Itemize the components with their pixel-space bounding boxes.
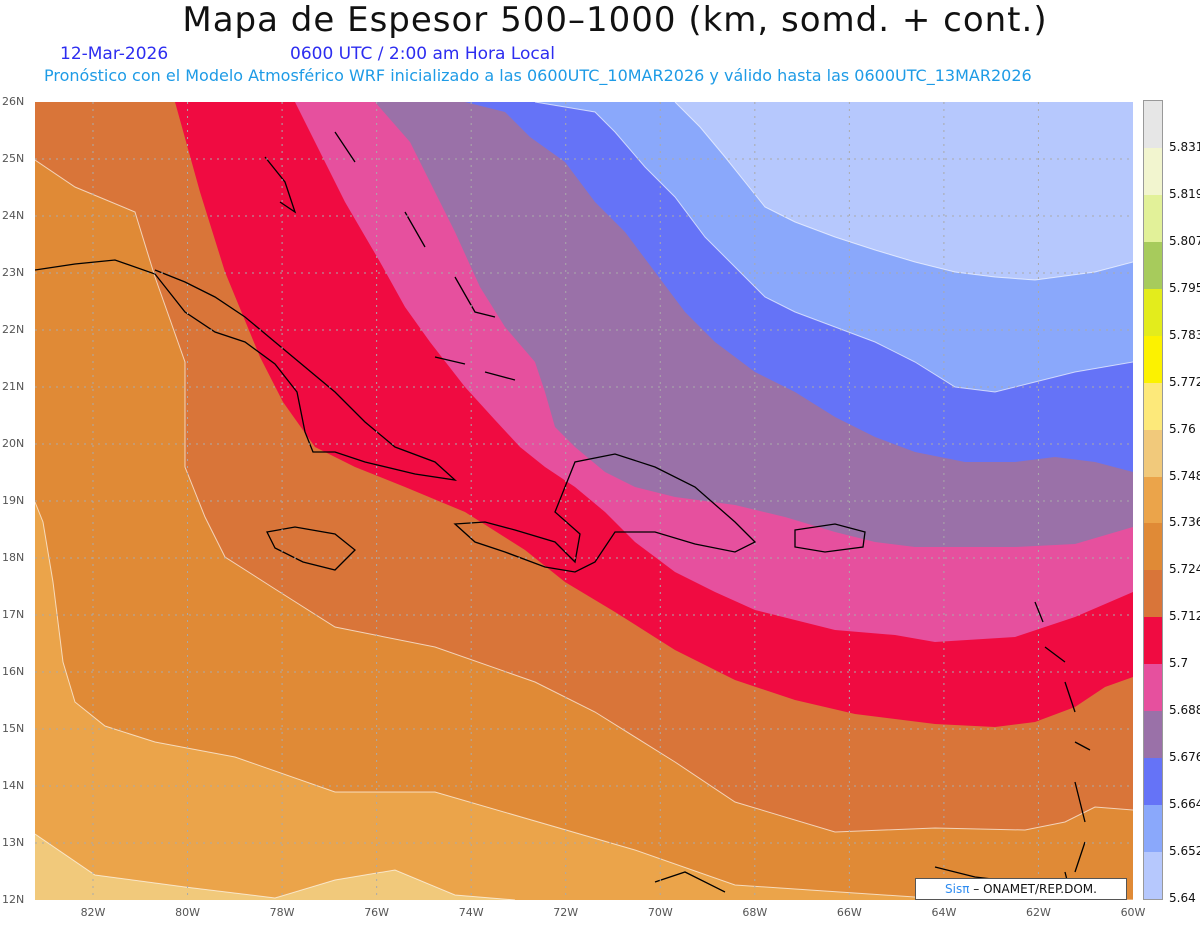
colorbar-label: 5.831 [1169, 139, 1200, 154]
forecast-subtitle: Pronóstico con el Modelo Atmosférico WRF… [44, 66, 1032, 85]
lon-label: 64W [931, 906, 957, 919]
lon-label: 70W [647, 906, 673, 919]
contour-9 [674, 102, 1133, 281]
lat-label: 26N [2, 95, 25, 108]
lat-label: 17N [2, 608, 25, 621]
lon-label: 76W [364, 906, 390, 919]
coastlines [35, 131, 1096, 893]
bahamas-islands [264, 131, 516, 381]
lon-label: 78W [269, 906, 295, 919]
contour-lines [35, 102, 1133, 900]
lat-label: 14N [2, 779, 25, 792]
colorbar-segment [1144, 382, 1162, 430]
colorbar-label: 5.736 [1169, 515, 1200, 530]
grid-lines [35, 102, 1133, 900]
colorbar-segment [1144, 617, 1162, 665]
contour-3 [35, 159, 1133, 833]
colorbar-label: 5.783 [1169, 327, 1200, 342]
band-pale-blue [675, 102, 1133, 280]
colorbar-segment [1144, 241, 1162, 289]
colorbar-segment [1144, 194, 1162, 242]
lat-label: 18N [2, 551, 25, 564]
lat-label: 13N [2, 836, 25, 849]
colorbar-segment [1144, 335, 1162, 383]
colorbar-segment [1144, 523, 1162, 571]
map-title: Mapa de Espesor 500–1000 (km, somd. + co… [182, 0, 1048, 40]
lon-label: 80W [175, 906, 200, 919]
lat-label: 15N [2, 722, 25, 735]
colorbar-segment [1144, 476, 1162, 524]
lon-label: 66W [836, 906, 862, 919]
thickness-map [35, 102, 1133, 900]
colorbar-label: 5.76 [1169, 421, 1196, 436]
lat-label: 25N [2, 152, 25, 165]
cuba-coastline [35, 259, 458, 481]
colorbar-label: 5.676 [1169, 750, 1200, 765]
lon-label: 72W [553, 906, 579, 919]
forecast-date: 12-Mar-2026 [60, 44, 169, 64]
colorbar-label: 5.807 [1169, 233, 1200, 248]
lat-label: 23N [2, 266, 25, 279]
colorbar-segment [1144, 805, 1162, 852]
colorbar-segment [1144, 570, 1162, 618]
colorbar-label: 5.652 [1169, 844, 1200, 859]
contour-1 [35, 833, 516, 900]
contour-2 [35, 501, 1133, 900]
colorbar-label: 5.712 [1169, 609, 1200, 624]
lat-label: 22N [2, 323, 25, 336]
hispaniola-coastline [453, 453, 757, 573]
lat-label: 12N [2, 893, 25, 906]
lat-label: 19N [2, 494, 25, 507]
colorbar-label: 5.664 [1169, 797, 1200, 812]
lat-label: 16N [2, 665, 25, 678]
lat-label: 21N [2, 380, 25, 393]
puerto-rico-coastline [794, 523, 866, 553]
colorbar-label: 5.64 [1169, 891, 1196, 905]
thickness-contour-map [35, 102, 1133, 900]
colorbar-label: 5.772 [1169, 374, 1200, 389]
lon-label: 62W [1026, 906, 1051, 919]
colorbar-segment [1144, 288, 1162, 336]
credit-brand: Sisπ [945, 882, 970, 896]
colorbar-segment [1144, 711, 1162, 759]
credit-org: – ONAMET/REP.DOM. [973, 882, 1097, 896]
credit-box: Sisπ – ONAMET/REP.DOM. [915, 878, 1127, 900]
lon-label: 82W [80, 906, 106, 919]
lesser-antilles [1034, 601, 1091, 893]
colorbar-label: 5.748 [1169, 468, 1200, 483]
colorbar-label: 5.819 [1169, 186, 1200, 201]
colorbar-segment [1144, 758, 1162, 806]
forecast-time: 0600 UTC / 2:00 am Hora Local [290, 44, 555, 64]
colorbar-segment [1144, 852, 1162, 899]
colorbar-segment [1144, 429, 1162, 477]
jamaica-coastline [266, 526, 356, 571]
colorbar-label: 5.724 [1169, 562, 1200, 577]
colorbar [1143, 100, 1163, 900]
colorbar-segment [1144, 101, 1162, 148]
colorbar-label: 5.7 [1169, 656, 1189, 671]
lat-label: 20N [2, 437, 25, 450]
lon-label: 60W [1120, 906, 1146, 919]
colorbar-segment [1144, 664, 1162, 712]
lon-label: 74W [458, 906, 484, 919]
lon-label: 68W [742, 906, 768, 919]
lat-label: 24N [2, 209, 25, 222]
contour-8 [534, 102, 1133, 393]
colorbar-label: 5.795 [1169, 280, 1200, 295]
colorbar-segment [1144, 147, 1162, 195]
colorbar-label: 5.688 [1169, 703, 1200, 718]
